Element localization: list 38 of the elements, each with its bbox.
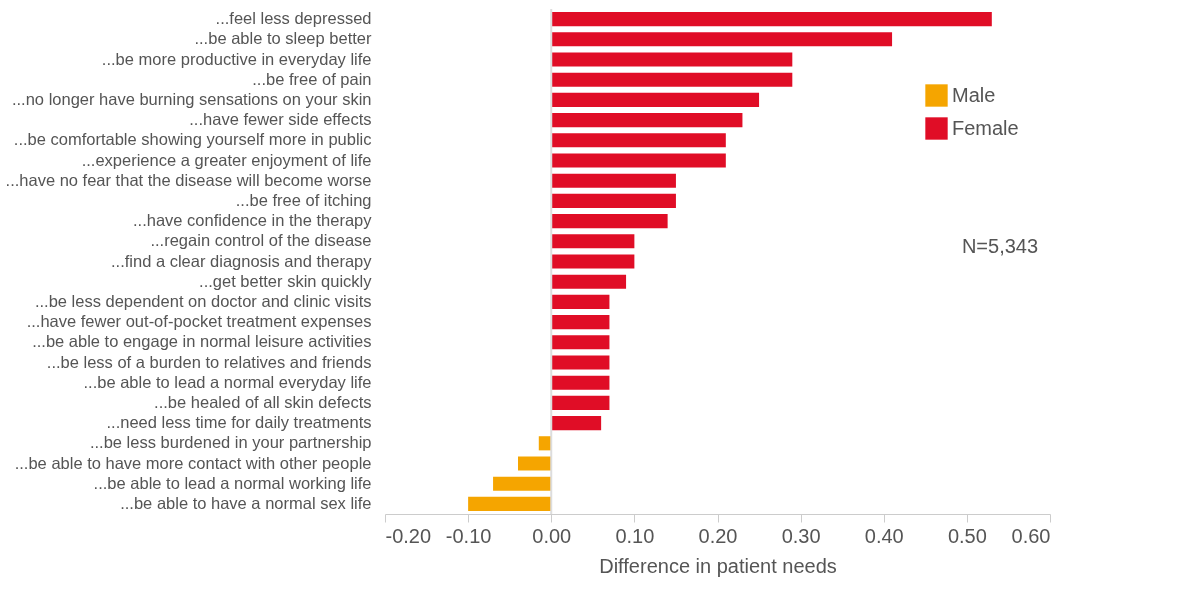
y-tick-label: ...be able to lead a normal everyday life [83, 372, 372, 391]
x-tick-label: 0.40 [864, 524, 904, 547]
x-tick-label: 0.00 [532, 524, 572, 547]
x-tick-label: 0.30 [781, 524, 821, 547]
y-tick-label: ...be able to engage in normal leisure activities [32, 332, 372, 351]
y-tick-label: ...get better skin quickly [199, 271, 373, 290]
legend-label: Male [952, 83, 996, 106]
y-tick-label: ...regain control of the disease [150, 231, 372, 250]
y-tick-label: ...have fewer side effects [189, 110, 372, 129]
y-tick-label: ...be free of itching [235, 190, 372, 209]
x-tick-label: 0.50 [947, 524, 987, 547]
x-axis-title: Difference in patient needs [599, 554, 837, 577]
y-tick-label: ...feel less depressed [215, 9, 372, 28]
y-tick-label: ...experience a greater enjoyment of life [81, 150, 372, 169]
y-tick-label: ...have confidence in the therapy [133, 211, 373, 230]
x-tick-label: -0.20 [385, 524, 432, 547]
y-tick-label: ...be less burdened in your partnership [89, 433, 372, 452]
y-tick-label: ...be less of a burden to relatives and friends [46, 352, 372, 371]
y-tick-label: ...be more productive in everyday life [101, 49, 372, 68]
y-tick-label: ...be able to lead a normal working life [93, 473, 372, 492]
annotation: N=5,343 [961, 235, 1039, 257]
y-tick-label: ...have no fear that the disease will become worse [5, 170, 372, 189]
y-tick-label: ...be less dependent on doctor and clinic visits [34, 291, 372, 310]
x-tick-label: 0.20 [698, 524, 738, 547]
y-tick-label: ...be healed of all skin defects [154, 392, 372, 411]
y-tick-label: ...no longer have burning sensations on your skin [11, 89, 372, 108]
y-tick-label: ...find a clear diagnosis and therapy [111, 251, 373, 270]
y-tick-label: ...be comfortable showing yourself more in public [13, 130, 372, 149]
x-tick-label: 0.60 [1011, 524, 1051, 547]
y-tick-label: ...be able to have a normal sex life [120, 493, 372, 512]
x-tick-label: -0.10 [445, 524, 492, 547]
y-tick-label: ...be able to have more contact with other people [14, 453, 372, 472]
legend-label: Female [952, 116, 1019, 139]
y-tick-label: ...be free of pain [252, 69, 372, 88]
y-tick-label: ...have fewer out-of-pocket treatment expenses [26, 312, 372, 331]
y-tick-label: ...need less time for daily treatments [106, 413, 372, 432]
x-tick-label: 0.10 [615, 524, 655, 547]
y-tick-label: ...be able to sleep better [194, 29, 372, 48]
